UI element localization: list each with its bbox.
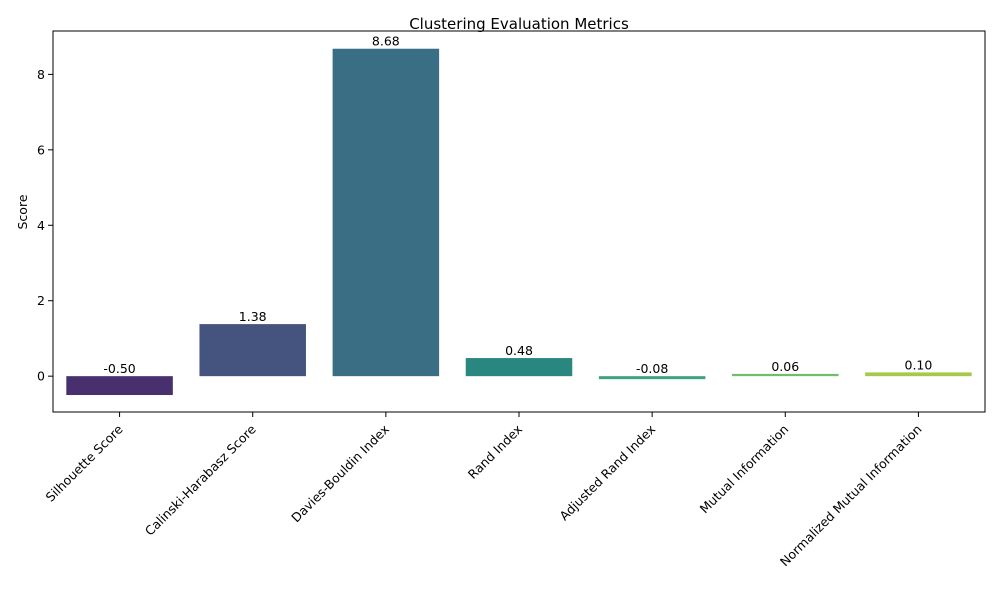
x-tick-label: Silhouette Score — [43, 421, 126, 504]
data-label: 8.68 — [372, 34, 400, 49]
chart-title: Clustering Evaluation Metrics — [409, 15, 629, 33]
x-tick-label: Rand Index — [465, 422, 525, 482]
data-label: 1.38 — [239, 309, 267, 324]
data-label: 0.48 — [505, 343, 533, 358]
bar — [66, 376, 173, 396]
x-tick-label: Adjusted Rand Index — [556, 422, 658, 524]
bar — [732, 373, 839, 377]
data-label: -0.50 — [103, 361, 135, 376]
y-tick-label: 2 — [37, 293, 45, 308]
data-label: 0.10 — [905, 357, 933, 372]
x-tick-label: Normalized Mutual Information — [777, 422, 925, 570]
y-tick-label: 8 — [37, 67, 45, 82]
bar — [199, 324, 306, 377]
x-tick-label: Calinski-Harabasz Score — [142, 421, 259, 538]
x-tick-label: Davies-Bouldin Index — [288, 422, 392, 526]
data-label: -0.08 — [636, 361, 668, 376]
plot-frame — [52, 30, 986, 413]
data-label: 0.06 — [771, 359, 799, 374]
bar — [598, 376, 706, 380]
bar — [865, 372, 972, 377]
y-axis-label: Score — [15, 194, 30, 229]
y-tick-label: 0 — [37, 369, 45, 384]
y-tick-label: 6 — [37, 142, 45, 157]
bar — [332, 48, 440, 377]
bar — [465, 358, 573, 377]
x-tick-label: Mutual Information — [697, 422, 792, 517]
y-tick-label: 4 — [37, 218, 45, 233]
